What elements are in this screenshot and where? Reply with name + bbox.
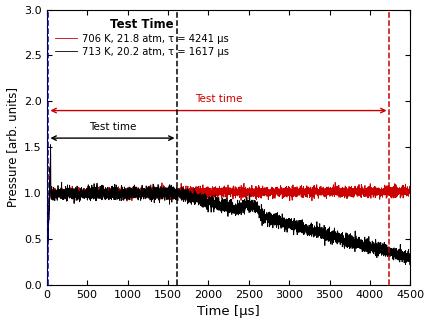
706 K, 21.8 atm, τ = 4241 μs xyxy=(110,190,115,194)
713 K, 20.2 atm, τ = 1617 μs xyxy=(316,232,321,236)
Y-axis label: Pressure [arb. units]: Pressure [arb. units] xyxy=(6,87,18,207)
Line: 713 K, 20.2 atm, τ = 1617 μs: 713 K, 20.2 atm, τ = 1617 μs xyxy=(47,145,410,285)
X-axis label: Time [μs]: Time [μs] xyxy=(197,306,260,318)
713 K, 20.2 atm, τ = 1617 μs xyxy=(262,219,267,223)
706 K, 21.8 atm, τ = 4241 μs xyxy=(408,191,413,195)
713 K, 20.2 atm, τ = 1617 μs xyxy=(408,254,413,258)
706 K, 21.8 atm, τ = 4241 μs xyxy=(44,283,49,287)
Text: Test time: Test time xyxy=(195,94,243,104)
713 K, 20.2 atm, τ = 1617 μs xyxy=(281,223,286,227)
706 K, 21.8 atm, τ = 4241 μs xyxy=(262,190,267,193)
713 K, 20.2 atm, τ = 1617 μs xyxy=(44,283,49,287)
706 K, 21.8 atm, τ = 4241 μs xyxy=(48,144,53,148)
Text: Test time: Test time xyxy=(89,122,137,132)
706 K, 21.8 atm, τ = 4241 μs xyxy=(316,190,321,194)
706 K, 21.8 atm, τ = 4241 μs xyxy=(183,191,188,194)
713 K, 20.2 atm, τ = 1617 μs xyxy=(110,194,115,198)
713 K, 20.2 atm, τ = 1617 μs xyxy=(48,143,53,147)
713 K, 20.2 atm, τ = 1617 μs xyxy=(343,243,348,247)
706 K, 21.8 atm, τ = 4241 μs xyxy=(343,187,348,191)
706 K, 21.8 atm, τ = 4241 μs xyxy=(281,190,286,194)
Line: 706 K, 21.8 atm, τ = 4241 μs: 706 K, 21.8 atm, τ = 4241 μs xyxy=(47,146,410,285)
Legend: 706 K, 21.8 atm, τ = 4241 μs, 713 K, 20.2 atm, τ = 1617 μs: 706 K, 21.8 atm, τ = 4241 μs, 713 K, 20.… xyxy=(51,14,233,61)
713 K, 20.2 atm, τ = 1617 μs xyxy=(183,192,188,196)
